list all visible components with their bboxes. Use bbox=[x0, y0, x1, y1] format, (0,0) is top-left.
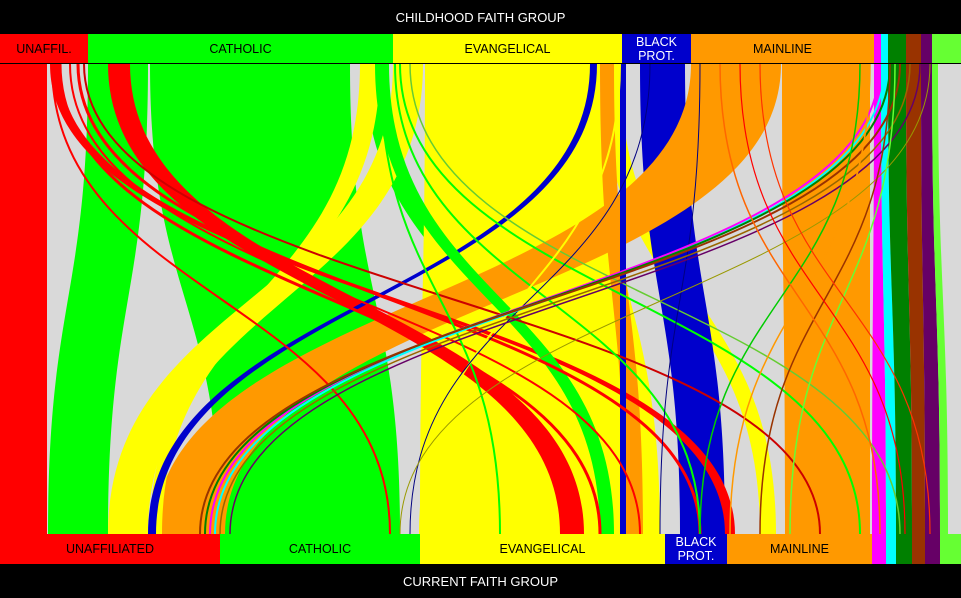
childhood-group-other-3 bbox=[888, 34, 906, 64]
childhood-group-other-4 bbox=[906, 34, 921, 64]
flow-ribbon bbox=[906, 64, 925, 534]
current-group-other-4 bbox=[912, 534, 925, 564]
flow-strand bbox=[399, 64, 861, 534]
flow-ribbon bbox=[375, 64, 614, 534]
current-group-other-3 bbox=[896, 534, 912, 564]
childhood-group-other-1 bbox=[874, 34, 881, 64]
flow-strand bbox=[719, 64, 881, 534]
current-group-other-1 bbox=[872, 534, 886, 564]
flow-strand bbox=[759, 64, 931, 534]
current-faith-title: CURRENT FAITH GROUP bbox=[0, 564, 961, 598]
flow-diagram bbox=[0, 64, 961, 534]
childhood-groups-band: UNAFFIL. CATHOLIC EVANGELICAL BLACK PROT. MA… bbox=[0, 34, 961, 64]
flow-strand bbox=[409, 64, 901, 534]
flow-strand bbox=[51, 64, 391, 534]
flow-strand bbox=[789, 64, 896, 534]
childhood-group-other-6 bbox=[932, 34, 961, 64]
flow-strand bbox=[76, 64, 702, 534]
flow-strand bbox=[58, 64, 602, 534]
childhood-group-black-prot: BLACK PROT. bbox=[622, 34, 691, 64]
flow-ribbon bbox=[881, 64, 896, 534]
flow-ribbon bbox=[150, 64, 380, 534]
current-group-other-2 bbox=[886, 534, 896, 564]
flow-strand bbox=[199, 64, 901, 534]
flow-ribbon bbox=[921, 64, 940, 534]
childhood-faith-title: CHILDHOOD FAITH GROUP bbox=[0, 0, 961, 34]
childhood-group-other-5 bbox=[921, 34, 932, 64]
current-group-mainline: MAINLINE bbox=[727, 534, 872, 564]
flow-ribbon bbox=[148, 64, 597, 534]
flow-ribbon bbox=[932, 64, 948, 534]
childhood-group-evangelical: EVANGELICAL bbox=[393, 34, 622, 64]
flow-strand bbox=[659, 64, 701, 534]
childhood-group-catholic: CATHOLIC bbox=[88, 34, 393, 64]
flow-strand bbox=[69, 64, 641, 534]
flow-ribbon bbox=[155, 64, 781, 534]
flow-strand bbox=[759, 64, 891, 534]
flow-strand bbox=[83, 64, 821, 534]
flow-strand bbox=[739, 64, 906, 534]
current-groups-band: UNAFFILIATED CATHOLIC EVANGELICAL BLACK PRO… bbox=[0, 534, 961, 564]
flow-strand bbox=[219, 64, 911, 534]
flow-ribbon bbox=[888, 64, 912, 534]
flow-ribbon bbox=[0, 64, 47, 534]
flow-strand bbox=[699, 64, 861, 534]
flow-strand bbox=[409, 64, 651, 534]
flow-strand bbox=[229, 64, 921, 534]
flow-ribbon bbox=[420, 64, 660, 534]
top-divider bbox=[0, 63, 961, 64]
current-group-evangelical: EVANGELICAL bbox=[420, 534, 665, 564]
flow-ribbon bbox=[108, 64, 584, 534]
current-group-black-prot: BLACK PROT. bbox=[665, 534, 727, 564]
current-group-other-5 bbox=[925, 534, 940, 564]
current-group-other-6 bbox=[940, 534, 961, 564]
current-group-unaffiliated: UNAFFILIATED bbox=[0, 534, 220, 564]
flow-strand bbox=[379, 64, 501, 534]
flow-strand bbox=[419, 64, 621, 534]
current-group-catholic: CATHOLIC bbox=[220, 534, 420, 564]
childhood-group-unaffil: UNAFFIL. bbox=[0, 34, 88, 64]
childhood-group-mainline: MAINLINE bbox=[691, 34, 874, 64]
childhood-group-other-2 bbox=[881, 34, 888, 64]
flow-strand bbox=[399, 64, 931, 534]
